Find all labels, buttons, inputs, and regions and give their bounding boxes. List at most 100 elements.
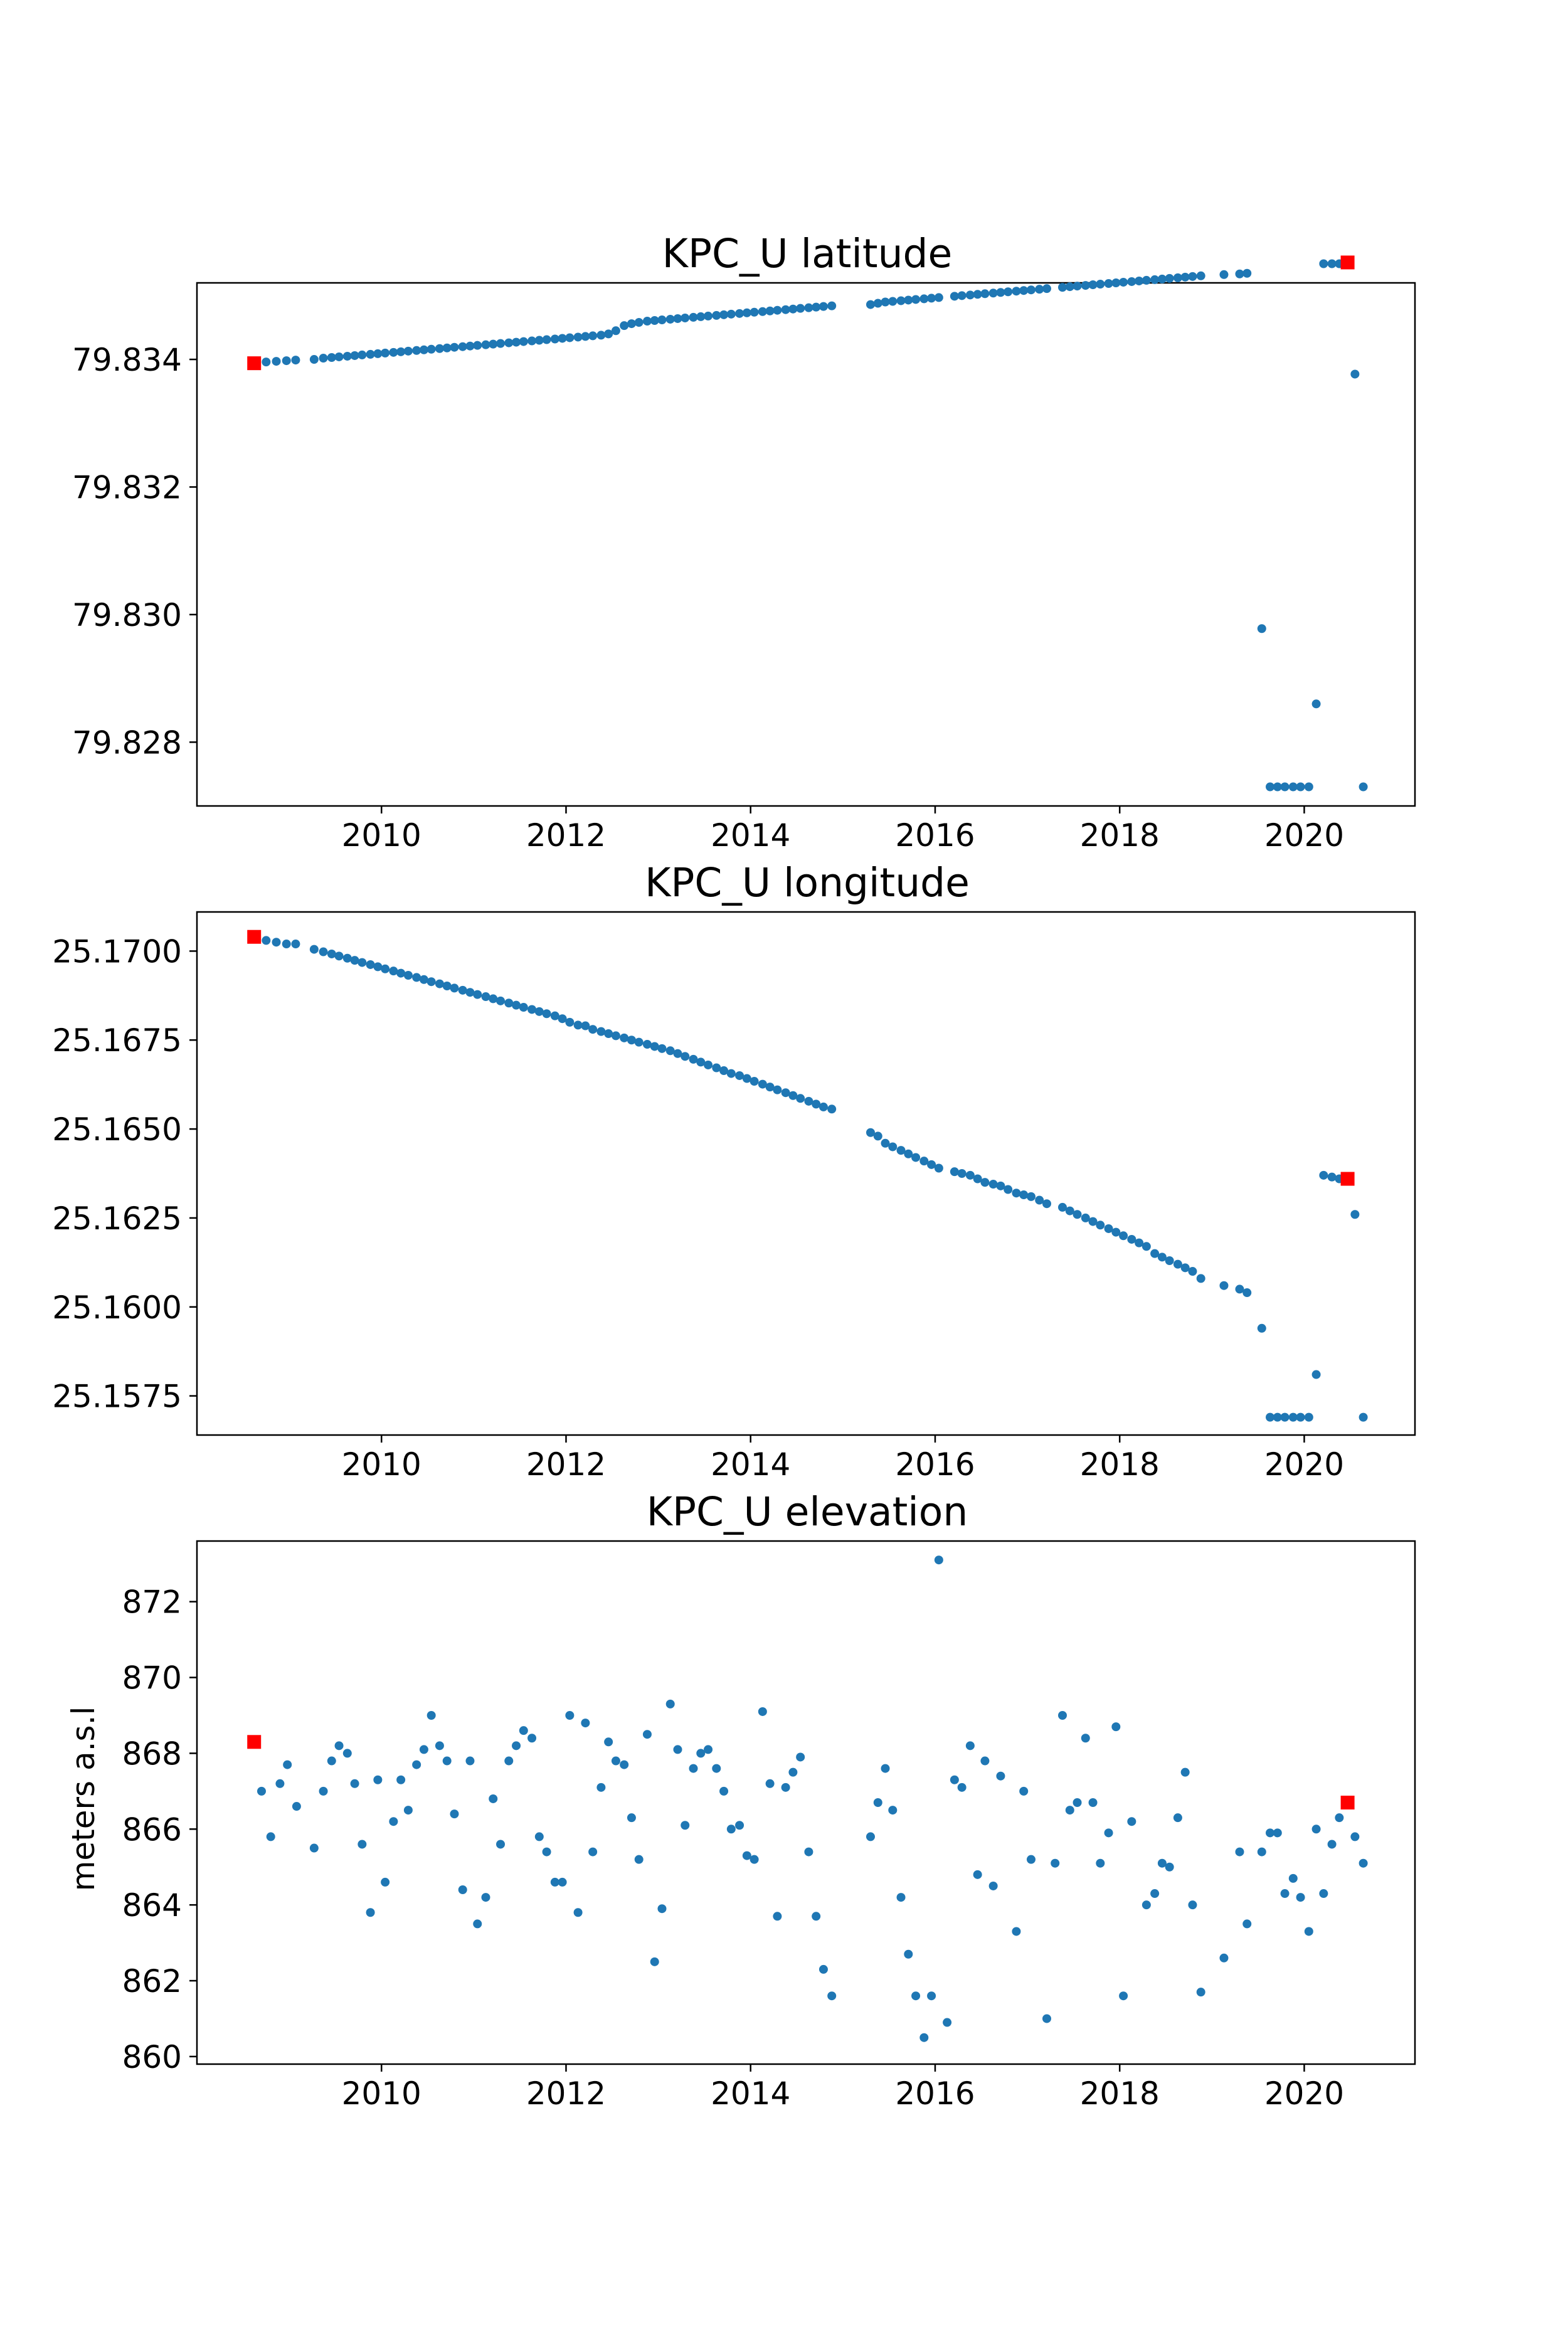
elevation-endpoint-marker	[1340, 1796, 1355, 1809]
elevation-y-tick-label: 864	[122, 1887, 182, 1924]
elevation-data-point	[704, 1745, 713, 1754]
longitude-data-point	[911, 1153, 921, 1162]
longitude-data-point	[389, 967, 398, 976]
latitude-data-point	[334, 352, 344, 361]
elevation-y-tick-label: 868	[122, 1735, 182, 1772]
elevation-data-point	[611, 1756, 620, 1766]
elevation-data-point	[1196, 1988, 1205, 1997]
elevation-data-point	[665, 1699, 675, 1708]
longitude-data-point	[350, 956, 359, 965]
latitude-data-point	[358, 350, 367, 359]
latitude-data-point	[412, 346, 421, 355]
elevation-data-point	[1065, 1806, 1074, 1815]
latitude-data-point	[911, 295, 921, 304]
latitude-data-point	[726, 309, 736, 319]
longitude-data-point	[1273, 1412, 1282, 1422]
longitude-data-point	[650, 1042, 659, 1051]
longitude-data-point	[1012, 1189, 1021, 1198]
elevation-data-point	[657, 1904, 667, 1914]
latitude-data-point	[481, 340, 490, 349]
elevation-y-tick-label: 860	[122, 2039, 182, 2075]
longitude-data-point	[1359, 1412, 1368, 1422]
elevation-data-point	[373, 1775, 383, 1784]
latitude-data-point	[1359, 782, 1368, 792]
longitude-data-point	[588, 1025, 598, 1034]
longitude-data-point	[681, 1052, 690, 1061]
latitude-data-point	[1196, 271, 1205, 280]
elevation-data-point	[458, 1885, 467, 1894]
longitude-data-point	[620, 1033, 629, 1042]
latitude-data-point	[1065, 282, 1074, 292]
longitude-data-point	[812, 1099, 821, 1109]
elevation-data-point	[275, 1779, 285, 1788]
longitude-data-point	[1004, 1185, 1013, 1194]
longitude-data-point	[673, 1049, 682, 1058]
elevation-data-point	[1319, 1889, 1328, 1899]
latitude-data-point	[1266, 782, 1275, 792]
elevation-data-point	[980, 1756, 990, 1766]
latitude-data-point	[673, 314, 682, 323]
elevation-data-point	[1327, 1840, 1337, 1849]
longitude-data-point	[1219, 1281, 1229, 1290]
latitude-data-point	[650, 316, 659, 326]
longitude-data-point	[796, 1094, 805, 1103]
latitude-data-point	[1319, 259, 1328, 268]
longitude-data-point	[542, 1009, 551, 1019]
longitude-data-point	[804, 1096, 813, 1106]
elevation-data-point	[588, 1847, 598, 1857]
latitude-data-point	[627, 319, 636, 329]
latitude-data-point	[1012, 287, 1021, 296]
elevation-data-point	[627, 1813, 636, 1823]
longitude-endpoint-marker	[1340, 1172, 1355, 1186]
latitude-data-point	[827, 301, 837, 310]
elevation-data-point	[1288, 1873, 1298, 1883]
latitude-data-point	[758, 307, 767, 316]
longitude-data-point	[980, 1178, 990, 1187]
elevation-x-tick-label: 2014	[711, 2075, 790, 2112]
longitude-data-point	[558, 1014, 567, 1024]
longitude-data-point	[1196, 1274, 1205, 1283]
longitude-y-tick-label: 25.1675	[52, 1022, 182, 1059]
elevation-data-point	[904, 1949, 913, 1959]
longitude-data-point	[534, 1007, 544, 1016]
longitude-data-point	[1019, 1190, 1029, 1200]
elevation-data-point	[519, 1726, 528, 1735]
longitude-plot: 2010 2012 2014 2016 2018 2020 25.1575 25.1600 25…	[52, 911, 1416, 1483]
elevation-data-point	[435, 1741, 444, 1751]
longitude-data-point	[1073, 1210, 1082, 1219]
longitude-data-point	[504, 999, 514, 1008]
longitude-data-point	[458, 985, 467, 995]
elevation-y-tick-label: 872	[122, 1584, 182, 1621]
latitude-data-point	[781, 305, 790, 314]
elevation-data-point	[881, 1764, 890, 1773]
latitude-data-point	[704, 311, 713, 320]
latitude-y-tick-label: 79.832	[72, 469, 182, 506]
latitude-data-point	[988, 289, 998, 298]
latitude-data-point	[1035, 285, 1044, 294]
latitude-data-point	[642, 317, 652, 326]
elevation-data-point	[896, 1893, 906, 1902]
elevation-data-point	[943, 2018, 952, 2027]
longitude-x-tick-label: 2014	[711, 1446, 790, 1483]
elevation-data-point	[988, 1881, 998, 1890]
elevation-data-point	[257, 1786, 266, 1796]
elevation-data-point	[542, 1847, 551, 1857]
longitude-data-point	[788, 1091, 798, 1100]
longitude-data-point	[1188, 1267, 1197, 1276]
longitude-y-tick-label: 25.1625	[52, 1200, 182, 1237]
latitude-data-point	[1273, 782, 1282, 792]
latitude-data-point	[1173, 273, 1182, 282]
elevation-data-point	[512, 1741, 521, 1751]
latitude-data-point	[1111, 278, 1121, 287]
latitude-data-point	[272, 357, 281, 366]
elevation-data-point	[866, 1832, 875, 1841]
latitude-data-point	[712, 310, 721, 320]
longitude-data-point	[358, 958, 367, 967]
elevation-x-tick-label: 2010	[342, 2075, 421, 2112]
elevation-data-point	[309, 1843, 319, 1853]
latitude-data-point	[396, 347, 406, 356]
latitude-data-point	[465, 341, 475, 351]
latitude-data-point	[550, 334, 559, 344]
longitude-data-point	[888, 1142, 898, 1152]
